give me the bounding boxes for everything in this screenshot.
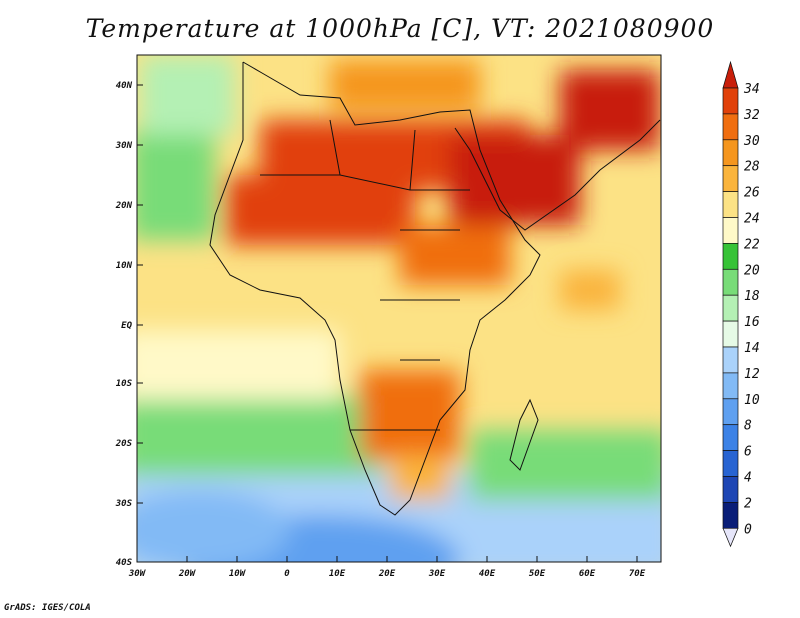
colorbar-swatch bbox=[722, 424, 739, 451]
svg-text:40S: 40S bbox=[116, 558, 133, 568]
colorbar-label: 6 bbox=[744, 445, 752, 460]
colorbar-label: 24 bbox=[744, 212, 760, 227]
colorbar-label: 32 bbox=[743, 108, 760, 123]
lat-label: 30N bbox=[115, 141, 143, 151]
svg-text:30N: 30N bbox=[115, 141, 133, 151]
colorbar-swatch bbox=[722, 450, 739, 477]
lon-label: 20E bbox=[378, 556, 396, 579]
colorbar-swatch bbox=[722, 502, 739, 529]
lat-label: 20S bbox=[115, 439, 143, 449]
map-title: Temperature at 1000hPa [C], VT: 20210809… bbox=[85, 14, 715, 43]
svg-text:70E: 70E bbox=[629, 569, 646, 579]
colorbar-label: 20 bbox=[744, 263, 760, 278]
colorbar-label: 16 bbox=[744, 315, 760, 330]
colorbar-label: 12 bbox=[744, 367, 760, 382]
colorbar-swatch bbox=[722, 294, 739, 322]
colorbar-swatch bbox=[722, 372, 739, 400]
lon-label: 10W bbox=[229, 556, 247, 579]
coastlines bbox=[209, 61, 661, 516]
colorbar-label: 26 bbox=[744, 186, 760, 201]
svg-text:50E: 50E bbox=[529, 569, 546, 579]
lon-label: 40E bbox=[479, 556, 496, 579]
colorbar-swatch bbox=[722, 113, 739, 141]
svg-text:10E: 10E bbox=[329, 569, 346, 579]
colorbar-label: 4 bbox=[744, 471, 752, 486]
lat-label: 10S bbox=[116, 379, 143, 389]
colorbar-swatch bbox=[722, 346, 739, 374]
map-frame bbox=[136, 54, 662, 563]
svg-text:20W: 20W bbox=[178, 569, 197, 579]
colorbar-label: 0 bbox=[744, 522, 752, 537]
colorbar-swatch bbox=[722, 87, 739, 115]
lat-label: EQ bbox=[121, 321, 143, 331]
colorbar-label: 22 bbox=[744, 237, 760, 252]
temperature-field bbox=[137, 55, 661, 562]
svg-text:20E: 20E bbox=[378, 569, 396, 579]
svg-text:10W: 10W bbox=[229, 569, 247, 579]
colorbar-swatch bbox=[722, 320, 739, 348]
svg-text:10S: 10S bbox=[116, 379, 133, 389]
colorbar-label: 8 bbox=[744, 419, 752, 434]
colorbar-label: 34 bbox=[743, 82, 760, 97]
colorbar-swatch bbox=[722, 165, 739, 192]
svg-text:30W: 30W bbox=[128, 569, 147, 579]
svg-text:40N: 40N bbox=[116, 81, 133, 91]
colorbar-top-arrow bbox=[722, 60, 739, 89]
lon-axis: 30W 20W 10W 0 10E 20E 30E 40E 50E 60E 70… bbox=[128, 556, 646, 579]
colorbar-bottom-arrow bbox=[722, 527, 739, 548]
svg-text:30S: 30S bbox=[115, 499, 133, 509]
lat-label: 10N bbox=[116, 261, 143, 271]
colorbar-label: 18 bbox=[744, 289, 760, 304]
colorbar-swatch bbox=[722, 268, 739, 296]
svg-text:0: 0 bbox=[284, 569, 290, 579]
lon-label: 0 bbox=[284, 556, 290, 579]
lon-label: 70E bbox=[629, 556, 646, 579]
colorbar-swatch bbox=[722, 191, 739, 218]
lat-axis: 40N 30N 20N 10N EQ 10S 20S 30S 40S bbox=[115, 81, 143, 568]
lon-label: 20W bbox=[178, 556, 197, 579]
lon-label: 60E bbox=[579, 556, 596, 579]
colorbar-swatch bbox=[722, 243, 739, 270]
svg-text:10N: 10N bbox=[116, 261, 133, 271]
svg-text:EQ: EQ bbox=[121, 321, 132, 331]
colorbar-swatch bbox=[722, 139, 739, 167]
colorbar-label: 10 bbox=[744, 393, 760, 408]
svg-text:40E: 40E bbox=[479, 569, 496, 579]
colorbar-swatch bbox=[722, 398, 739, 426]
colorbar-swatch bbox=[722, 217, 739, 244]
svg-text:60E: 60E bbox=[579, 569, 596, 579]
lat-label: 40N bbox=[116, 81, 143, 91]
svg-text:20S: 20S bbox=[115, 439, 133, 449]
svg-text:20N: 20N bbox=[115, 201, 133, 211]
lon-label: 30W bbox=[128, 569, 147, 579]
software-credit: GrADS: IGES/COLA bbox=[4, 603, 91, 613]
lon-label: 50E bbox=[529, 556, 546, 579]
lon-label: 10E bbox=[329, 556, 346, 579]
lat-label: 20N bbox=[115, 201, 143, 211]
colorbar-swatch bbox=[722, 476, 739, 503]
colorbar-label: 2 bbox=[744, 496, 752, 511]
colorbar-label: 14 bbox=[744, 341, 760, 356]
lat-label: 40S bbox=[116, 558, 133, 568]
svg-text:30E: 30E bbox=[428, 569, 446, 579]
colorbar-label: 28 bbox=[744, 160, 760, 175]
colorbar-label: 30 bbox=[743, 134, 760, 149]
lon-label: 30E bbox=[428, 556, 446, 579]
lat-label: 30S bbox=[115, 499, 143, 509]
